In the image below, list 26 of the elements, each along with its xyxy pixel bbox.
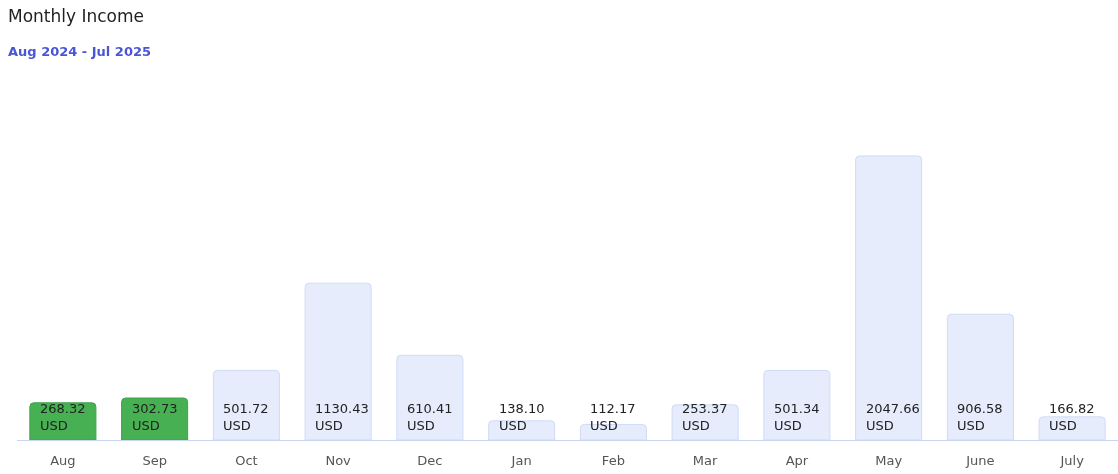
x-tick-label: Sep (142, 452, 167, 468)
x-tick-label: Jan (510, 452, 532, 468)
x-tick-label: Mar (692, 452, 719, 468)
x-tick-label: May (875, 452, 903, 468)
data-label: 302.73 USD (132, 401, 178, 433)
data-label: 610.41 USD (407, 401, 453, 433)
x-tick-label: Apr (785, 452, 809, 468)
data-label: 501.34 USD (774, 401, 820, 433)
chart-title: Monthly Income (8, 5, 145, 26)
data-label: 112.17 USD (590, 401, 636, 433)
chart-subtitle: Aug 2024 - Jul 2025 (8, 43, 152, 59)
data-label: 906.58 USD (957, 401, 1003, 433)
x-tick-label: Dec (417, 452, 443, 468)
x-tick-label: Oct (235, 452, 258, 468)
x-tick-label: Nov (325, 452, 352, 468)
x-tick-label: July (1059, 452, 1085, 468)
x-tick-label: Aug (50, 452, 76, 468)
data-label: 268.32 USD (40, 401, 86, 433)
x-tick-label: Feb (601, 452, 625, 468)
data-label: 253.37 USD (682, 401, 728, 433)
data-label: 166.82 USD (1049, 401, 1095, 433)
data-label: 2047.66 USD (866, 401, 920, 433)
x-tick-label: June (965, 452, 995, 468)
data-label: 1130.43 USD (315, 401, 369, 433)
data-label: 501.72 USD (223, 401, 269, 433)
data-label: 138.10 USD (499, 401, 545, 433)
